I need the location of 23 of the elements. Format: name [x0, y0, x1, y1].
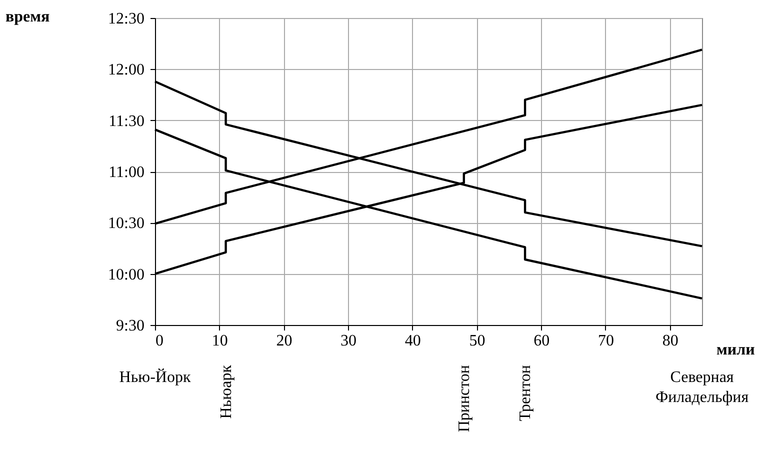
text: Принстон: [456, 364, 473, 432]
x-tick-label: 40: [404, 332, 421, 350]
text: Трентон: [517, 364, 534, 422]
x-tick-label: 70: [598, 332, 614, 350]
x-tick-label: 80: [662, 332, 678, 350]
y-tick-label: 10:00: [108, 266, 144, 284]
x-tick-label: 50: [469, 332, 486, 350]
y-tick-label: 9:30: [116, 318, 144, 334]
x-tick-label: 0: [156, 332, 164, 350]
text: Нью-Йорк: [119, 368, 191, 386]
y-tick-label: 11:00: [108, 164, 144, 181]
y-tick-label: 12:00: [108, 62, 144, 79]
x-tick-label: 60: [534, 332, 550, 350]
x-tick-label: 30: [340, 332, 357, 350]
x-tick-label: 20: [276, 332, 292, 350]
text: Северная Филадельфия: [655, 369, 750, 406]
y-tick-label: 11:30: [108, 112, 144, 130]
y-axis-title: время: [6, 8, 50, 26]
y-tick-label: 10:30: [108, 215, 144, 232]
y-tick-label: 12:30: [108, 10, 144, 28]
x-tick-label: 10: [212, 332, 228, 350]
x-axis-title: мили: [716, 342, 755, 358]
text: Ньюарк: [218, 364, 235, 419]
